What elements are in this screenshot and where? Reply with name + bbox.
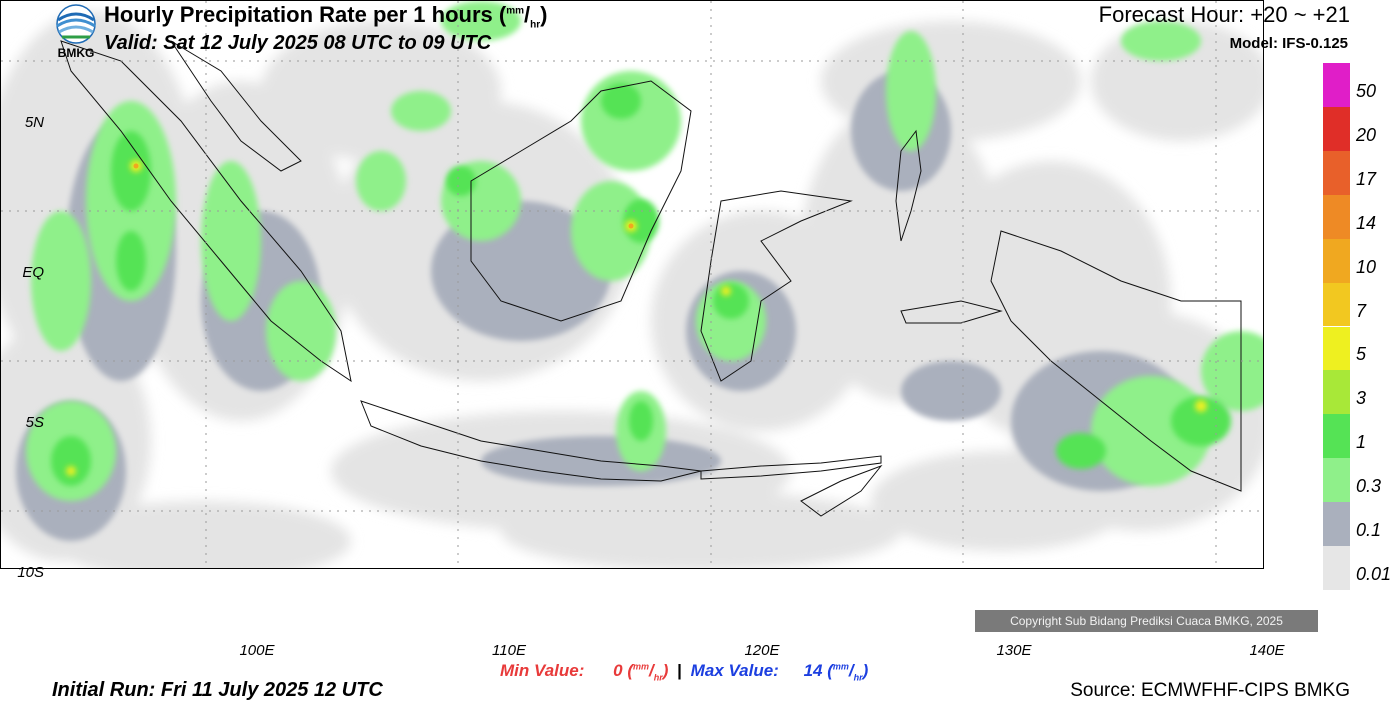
color-scale-label: 50	[1356, 80, 1377, 101]
timor-outline	[800, 464, 883, 517]
color-scale-segment	[1323, 458, 1350, 503]
color-scale-segment	[1323, 194, 1350, 239]
lon-label-130e: 130E	[996, 642, 1032, 659]
max-unit-num: mm	[832, 661, 849, 672]
sulawesi-outline	[700, 190, 853, 382]
color-scale-label: 3	[1356, 388, 1367, 409]
model-name: Model: IFS-0.125	[1229, 35, 1348, 52]
color-scale-segment	[1323, 106, 1350, 151]
separator: |	[677, 661, 682, 680]
seram-outline	[900, 300, 1003, 324]
color-scale-segment	[1323, 238, 1350, 283]
color-scale-label: 0.01	[1356, 564, 1392, 584]
halmahera-outline	[895, 129, 922, 242]
title-unit-den: hr	[530, 19, 541, 31]
min-unit-den: hr	[653, 672, 663, 683]
color-scale-label: 7	[1356, 300, 1367, 321]
bmkg-logo: BMKG	[52, 2, 100, 60]
lon-label-100e: 100E	[239, 642, 275, 659]
color-scale-label: 17	[1356, 168, 1377, 189]
color-scale-label: 5	[1356, 344, 1367, 365]
initial-run: Initial Run: Fri 11 July 2025 12 UTC	[52, 679, 383, 701]
sumatra-outline	[60, 40, 352, 383]
heavy-rain-cells	[66, 160, 1207, 476]
forecast-hour: Forecast Hour: +20 ~ +21	[1098, 2, 1350, 27]
color-scale-segment	[1323, 150, 1350, 195]
precipitation-map	[0, 0, 1264, 569]
valid-time: Valid: Sat 12 July 2025 08 UTC to 09 UTC	[104, 32, 492, 54]
peak-cells	[133, 163, 634, 229]
color-scale-label: 14	[1356, 212, 1377, 233]
max-unit-den: hr	[853, 672, 863, 683]
color-scale-segment	[1323, 546, 1350, 590]
data-source: Source: ECMWFHF-CIPS BMKG	[1070, 680, 1350, 701]
lat-label-5n: 5N	[24, 114, 44, 131]
lat-label-eq: EQ	[22, 264, 44, 281]
borneo-outline	[470, 80, 692, 322]
color-scale-segment	[1323, 326, 1350, 371]
color-scale-bar	[1323, 63, 1350, 590]
coastlines	[60, 40, 1242, 517]
max-label: Max Value:	[690, 661, 779, 680]
color-scale-segment	[1323, 502, 1350, 547]
lat-label-5s: 5S	[25, 414, 44, 431]
min-unit-num: mm	[633, 661, 650, 672]
color-scale-segment	[1323, 282, 1350, 327]
java-outline	[360, 400, 702, 482]
lat-label-10s: 10S	[17, 564, 44, 581]
graticule	[1, 1, 1263, 568]
lon-label-140e: 140E	[1249, 642, 1285, 659]
color-scale-label: 20	[1356, 124, 1377, 145]
color-scale-segment	[1323, 370, 1350, 415]
logo-text: BMKG	[58, 46, 95, 60]
title-unit-num: mm	[506, 5, 524, 17]
papua-outline	[990, 230, 1242, 492]
nusa-tenggara-outline	[700, 455, 882, 480]
title-text: Hourly Precipitation Rate per 1 hours	[104, 2, 493, 27]
min-label: Min Value:	[500, 661, 585, 680]
lon-label-110e: 110E	[492, 642, 526, 659]
copyright-notice: Copyright Sub Bidang Prediksi Cuaca BMKG…	[975, 610, 1318, 632]
color-scale-label: 1	[1356, 432, 1367, 453]
malay-peninsula-outline	[170, 40, 302, 172]
max-value: 14	[803, 661, 823, 680]
min-value: 0	[613, 661, 623, 680]
color-scale-segment	[1323, 63, 1350, 107]
color-scale-label: 10	[1356, 256, 1377, 277]
lon-label-120e: 120E	[744, 642, 780, 659]
color-scale-segment	[1323, 414, 1350, 459]
chart-title: Hourly Precipitation Rate per 1 hours (m…	[104, 2, 548, 31]
color-scale-label: 0.1	[1356, 520, 1382, 541]
min-max-values: Min Value: 0 (mm/hr) | Max Value: 14 (mm…	[500, 661, 869, 683]
color-scale-label: 0.3	[1356, 476, 1382, 497]
